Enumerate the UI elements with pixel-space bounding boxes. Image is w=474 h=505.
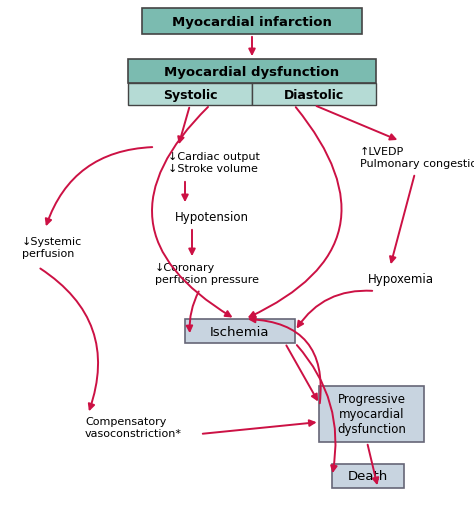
FancyBboxPatch shape [142, 9, 362, 35]
Text: Hypoxemia: Hypoxemia [368, 273, 434, 286]
Text: Hypotension: Hypotension [175, 211, 249, 224]
Text: ↓Cardiac output
↓Stroke volume: ↓Cardiac output ↓Stroke volume [168, 152, 260, 173]
FancyBboxPatch shape [332, 464, 404, 488]
Text: Ischemia: Ischemia [210, 325, 270, 338]
Text: Systolic: Systolic [163, 88, 217, 102]
Text: ↓Systemic
perfusion: ↓Systemic perfusion [22, 237, 82, 258]
FancyBboxPatch shape [252, 84, 376, 106]
Text: Myocardial infarction: Myocardial infarction [172, 16, 332, 28]
Text: Progressive
myocardial
dysfunction: Progressive myocardial dysfunction [337, 393, 406, 436]
FancyBboxPatch shape [185, 319, 295, 343]
Text: ↓Coronary
perfusion pressure: ↓Coronary perfusion pressure [155, 263, 259, 284]
Text: Death: Death [348, 470, 388, 483]
FancyBboxPatch shape [128, 60, 376, 84]
FancyBboxPatch shape [128, 84, 252, 106]
Text: ↑LVEDP
Pulmonary congestion: ↑LVEDP Pulmonary congestion [360, 147, 474, 169]
FancyBboxPatch shape [319, 386, 425, 442]
Text: Compensatory
vasoconstriction*: Compensatory vasoconstriction* [85, 417, 182, 438]
Text: Myocardial dysfunction: Myocardial dysfunction [164, 65, 339, 78]
Text: Diastolic: Diastolic [284, 88, 344, 102]
